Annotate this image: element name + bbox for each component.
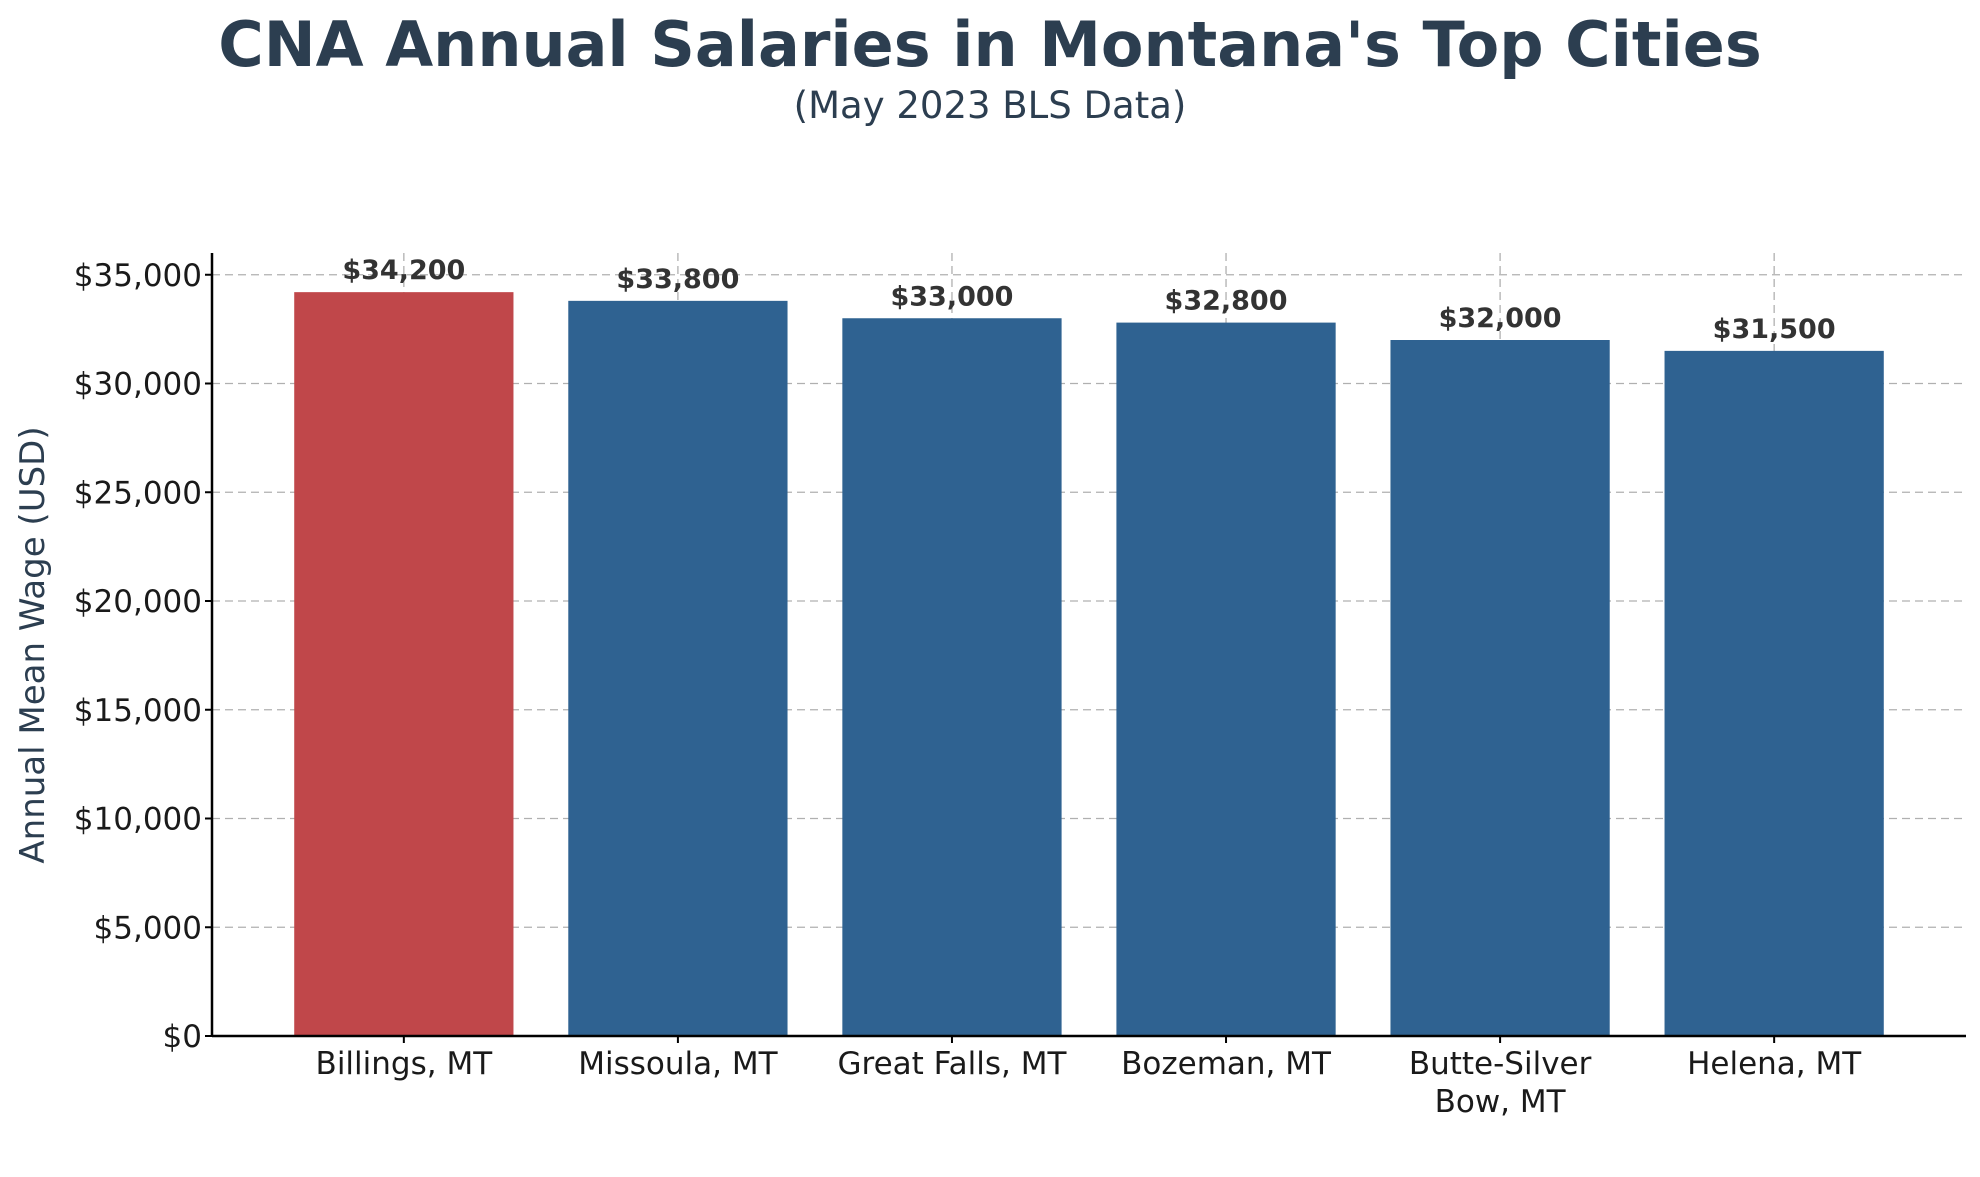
bar-value-label: $32,800 [1165,286,1288,317]
bar-value-label: $33,800 [616,264,739,295]
x-tick-label: Helena, MT [1687,1046,1862,1082]
x-tick-label: Billings, MT [316,1046,494,1082]
x-tick-label-line: Butte-Silver [1409,1046,1592,1082]
x-tick-label-line: Missoula, MT [578,1046,778,1082]
chart-title: CNA Annual Salaries in Montana's Top Cit… [218,8,1762,81]
y-tick-label: $5,000 [94,910,202,946]
labels-layer: $0 $5,000 $10,000 $15,000 $20,000 $25,000 $30,… [74,255,1862,1120]
chart-subtitle: (May 2023 BLS Data) [794,84,1187,127]
x-tick-label-line: Bozeman, MT [1121,1046,1332,1082]
x-tick-label-line: Bow, MT [1435,1084,1567,1120]
bar [1390,340,1610,1036]
bar-value-label: $31,500 [1713,314,1836,345]
bar [1116,322,1336,1037]
bar [1664,350,1884,1036]
y-tick-label: $10,000 [74,802,202,838]
x-tick-label: Missoula, MT [578,1046,778,1082]
axes-layer [205,253,1966,1043]
x-tick-label: Butte-Silver Bow, MT [1409,1046,1592,1120]
bar [294,292,514,1036]
bar [842,318,1062,1036]
bar [568,300,788,1037]
y-tick-label: $25,000 [74,475,202,511]
x-tick-label: Great Falls, MT [838,1046,1068,1082]
y-tick-label: $15,000 [74,693,202,729]
y-tick-label: $20,000 [74,584,202,620]
bars-layer [294,292,1884,1037]
bar-value-label: $34,200 [342,255,465,286]
x-tick-label: Bozeman, MT [1121,1046,1332,1082]
x-tick-label-line: Great Falls, MT [838,1046,1068,1082]
y-tick-label: $30,000 [74,367,202,403]
bar-value-label: $33,000 [890,281,1013,312]
y-axis-label: Annual Mean Wage (USD) [13,426,53,863]
x-tick-label-line: Billings, MT [316,1046,494,1082]
y-tick-label: $35,000 [74,258,202,294]
bar-value-label: $32,000 [1439,303,1562,334]
y-tick-label: $0 [163,1019,202,1055]
x-tick-label-line: Helena, MT [1687,1046,1862,1082]
